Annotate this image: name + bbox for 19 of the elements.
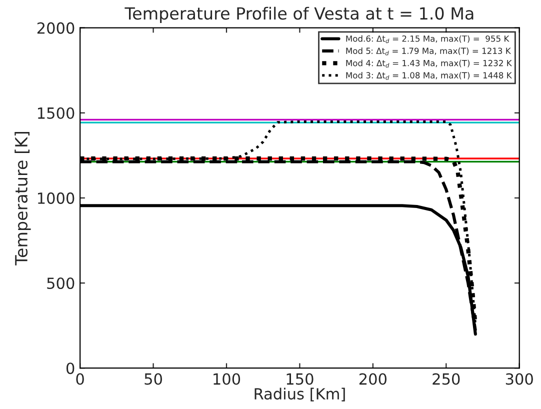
y-axis-title: Temperature [K] — [14, 132, 31, 266]
y-tick-label: 500 — [47, 277, 74, 290]
x-tick-label: 250 — [432, 373, 460, 385]
legend-label: Mod 4: Δt$_{d}$ = 1.43 Ma, max(T) = 1232 K — [346, 60, 512, 68]
x-tick-label: 100 — [214, 373, 240, 385]
legend-label: Mod 3: Δt$_{d}$ = 1.08 Ma, max(T) = 1448 K — [346, 72, 512, 80]
chart-title: Temperature Profile of Vesta at t = 1.0 Ma — [124, 6, 474, 23]
y-tick-label: 0 — [66, 362, 74, 374]
x-tick-label: 50 — [144, 373, 162, 385]
legend-label: Mod 5: Δt$_{d}$ = 1.79 Ma, max(T) = 1213 K — [346, 48, 512, 56]
y-tick-label: 1000 — [38, 192, 74, 204]
x-tick-label: 200 — [359, 373, 386, 385]
legend-label: Mod.6: Δt$_{d}$ = 2.15 Ma, max(T) = 955 K — [346, 35, 510, 44]
x-tick-label: 0 — [76, 373, 84, 385]
x-tick-label: 150 — [286, 373, 314, 385]
y-tick-label: 1500 — [38, 107, 74, 119]
x-axis-title: Radius [Km] — [254, 388, 345, 402]
x-tick-label: 300 — [506, 373, 533, 385]
y-tick-label: 2000 — [37, 22, 74, 34]
